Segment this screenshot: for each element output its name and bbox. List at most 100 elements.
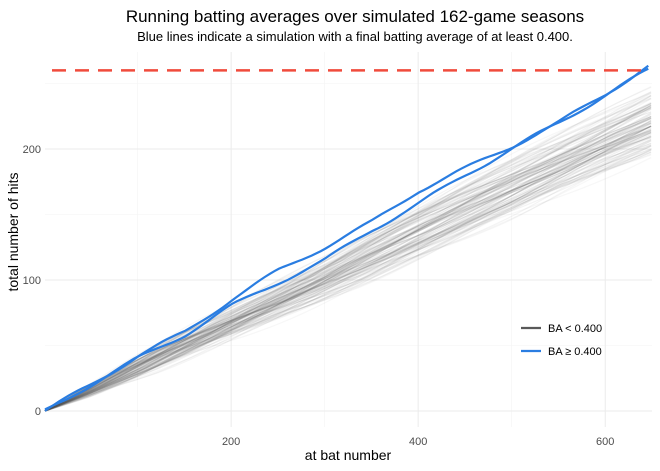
- simulation-line-low: [44, 111, 652, 412]
- simulation-line-low: [44, 106, 652, 412]
- simulation-line-low: [44, 151, 652, 412]
- plot-area: [44, 52, 652, 427]
- series-low-group: [44, 86, 652, 412]
- simulation-line-low: [44, 145, 652, 412]
- simulation-line-low: [44, 152, 652, 412]
- y-tick-label: 100: [23, 275, 41, 287]
- simulation-line-low: [44, 140, 652, 412]
- simulation-line-low: [44, 148, 652, 412]
- simulation-line-low: [44, 117, 652, 412]
- simulation-line-low: [44, 142, 652, 412]
- simulation-line-low: [44, 125, 652, 412]
- chart-subtitle: Blue lines indicate a simulation with a …: [137, 29, 573, 44]
- x-tick-label: 400: [409, 436, 427, 448]
- simulation-line-low: [44, 121, 652, 412]
- y-tick-label: 200: [23, 144, 41, 156]
- simulation-line-low: [44, 136, 652, 412]
- simulation-line-low: [44, 120, 652, 412]
- simulation-line-low: [44, 148, 652, 412]
- simulation-line-high: [44, 67, 649, 411]
- simulation-line-low: [44, 128, 652, 412]
- x-axis-title: at bat number: [305, 447, 392, 463]
- simulation-line-low: [44, 115, 652, 412]
- simulation-line-low: [44, 149, 652, 412]
- simulation-line-low: [44, 137, 652, 412]
- simulation-line-low: [44, 144, 652, 412]
- simulation-line-low: [44, 135, 652, 412]
- simulation-line-low: [44, 122, 652, 412]
- series-high-group: [44, 64, 649, 412]
- simulation-line-low: [44, 92, 652, 412]
- simulation-line-low: [44, 92, 652, 412]
- x-axis-ticks: 200 400 600: [222, 436, 614, 448]
- simulation-line-low: [44, 132, 652, 412]
- simulation-line-low: [44, 131, 652, 412]
- x-tick-label: 200: [222, 436, 240, 448]
- simulation-line-low: [44, 103, 652, 412]
- simulation-line-low: [44, 123, 652, 412]
- simulation-line-low: [44, 151, 652, 412]
- simulation-line-low: [44, 145, 652, 412]
- legend-label: BA ≥ 0.400: [548, 346, 602, 358]
- simulation-line-low: [44, 117, 652, 412]
- simulation-line-low: [44, 105, 652, 412]
- simulation-line-low: [44, 127, 652, 412]
- simulation-line-low: [44, 130, 652, 412]
- simulation-line-low: [44, 139, 652, 412]
- simulation-line-low: [44, 104, 652, 412]
- simulation-line-low: [44, 95, 652, 412]
- simulation-line-low: [44, 125, 652, 412]
- simulation-line-low: [44, 145, 652, 412]
- simulation-line-low: [44, 98, 652, 412]
- simulation-line-low: [44, 131, 652, 412]
- simulation-line-low: [44, 91, 652, 412]
- simulation-line-low: [44, 131, 652, 412]
- simulation-line-low: [44, 120, 652, 412]
- simulation-line-low: [44, 118, 652, 412]
- simulation-line-low: [44, 97, 652, 412]
- simulation-line-low: [44, 130, 652, 412]
- simulation-line-low: [44, 144, 652, 412]
- simulation-line-low: [44, 132, 652, 412]
- simulation-line-low: [44, 139, 652, 412]
- y-axis-title: total number of hits: [5, 172, 21, 291]
- legend: BA < 0.400 BA ≥ 0.400: [521, 323, 602, 358]
- simulation-line-low: [44, 149, 652, 412]
- simulation-line-low: [44, 112, 652, 412]
- simulation-line-low: [44, 108, 652, 412]
- simulation-line-low: [44, 153, 652, 412]
- simulation-line-high: [44, 64, 649, 412]
- x-tick-label: 600: [596, 436, 614, 448]
- grid-lines: [45, 52, 652, 427]
- simulation-line-low: [44, 102, 652, 412]
- y-axis-ticks: 0 100 200: [23, 144, 41, 418]
- simulation-line-low: [44, 125, 652, 412]
- legend-label: BA < 0.400: [548, 323, 602, 335]
- simulation-line-low: [44, 122, 652, 412]
- simulation-line-low: [44, 105, 652, 412]
- simulation-line-low: [44, 102, 652, 412]
- simulation-line-low: [44, 138, 652, 412]
- simulation-line-low: [44, 143, 652, 412]
- simulation-line-low: [44, 106, 652, 412]
- simulation-line-low: [44, 108, 652, 412]
- simulation-line-low: [44, 106, 652, 412]
- simulation-line-low: [44, 136, 652, 412]
- simulation-line-low: [44, 126, 652, 412]
- simulation-line-low: [44, 125, 652, 412]
- simulation-line-low: [44, 133, 652, 412]
- simulation-line-low: [44, 95, 652, 412]
- simulation-line-low: [44, 149, 652, 412]
- simulation-line-low: [44, 104, 652, 412]
- simulation-line-low: [44, 116, 652, 412]
- simulation-line-low: [44, 98, 652, 412]
- simulation-line-low: [44, 125, 652, 412]
- simulation-line-low: [44, 126, 652, 412]
- simulation-line-low: [44, 117, 652, 412]
- simulation-line-low: [44, 154, 652, 412]
- simulation-line-low: [44, 116, 652, 412]
- simulation-line-low: [44, 135, 652, 412]
- chart-title: Running batting averages over simulated …: [126, 7, 584, 26]
- simulation-line-low: [44, 113, 652, 412]
